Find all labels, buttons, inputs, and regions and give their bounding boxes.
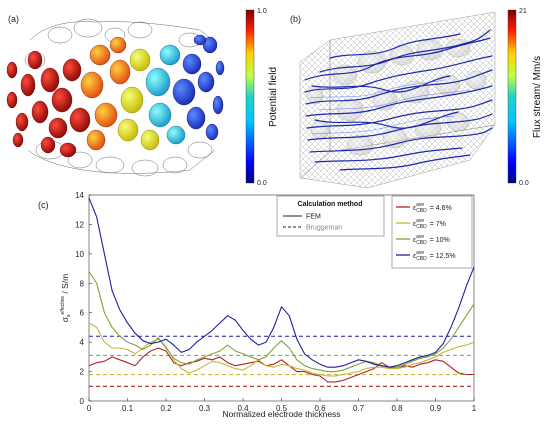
flux-stream-render [299,11,496,189]
x-tick-label: 1 [472,404,477,413]
flux-colorbar [507,9,517,184]
x-tick-label: 0.8 [391,404,403,413]
y-axis-title-sup: effective [60,296,66,315]
y-tick-label: 12 [75,220,84,229]
series-label-green: εave CBD = 10% [413,234,450,246]
y-axis-title-sub: s [66,314,72,317]
y-tick-label: 8 [80,279,85,288]
flux-colorbar-min: 0.0 [519,180,529,187]
series-label-blue: εave CBD = 12.5% [413,250,456,262]
potential-colorbar [245,9,255,184]
series-legend: εave CBD = 4.6% εave CBD = 7% εave CBD = 10% ε… [391,195,473,269]
high-potential-particles [6,50,91,158]
series-legend-box [391,195,473,269]
fem-lines [88,197,475,383]
panel-b-label: (b) [290,14,301,24]
potential-colorbar-min: 0.0 [257,180,267,187]
low-potential-particles [172,34,225,141]
y-tick-label: 2 [80,368,85,377]
x-tick-label: 0.5 [276,404,288,413]
series-label-red: εave CBD = 4.6% [413,202,452,214]
potential-colorbar-max: 1.0 [257,8,267,15]
y-tick-label: 4 [80,338,85,347]
fem-series-yellow [88,322,475,377]
y-tick-label: 10 [75,250,84,259]
conductivity-chart: 0 0.1 0.2 0.3 0.4 0.5 0.6 0.7 0.8 0.9 102468101214… [60,191,477,419]
x-tick-label: 0.1 [122,404,134,413]
series-label-yellow: εave CBD = 7% [413,218,446,230]
mid-potential-particles [117,48,160,151]
method-legend: Calculation method FEM Bruggeman [276,195,385,237]
x-tick-label: 0.3 [199,404,211,413]
y-tick-label: 14 [75,191,84,200]
y-axis-title: σseffective / S/m [60,274,72,322]
panel-a: (a) [6,8,279,187]
y-axis-title-unit: / S/m [60,274,70,296]
panel-c-label: (c) [38,200,49,210]
method-bruggeman-label: Bruggeman [306,225,342,232]
y-tick-label: 6 [80,309,85,318]
y-axis-title-symbol: σ [60,316,70,322]
panel-c: (c) 0 0.1 0.2 0.3 0.4 0.5 0.6 0.7 0.8 0.9 10246810… [38,191,477,419]
x-tick-label: 0.7 [353,404,365,413]
x-axis-title: Normalized electrode thickness [222,409,340,419]
bruggeman-lines [89,335,474,387]
panel-b: (b) [290,8,543,189]
fem-series-blue [88,197,475,368]
flux-colorbar-max: 21 [519,8,527,15]
mid-high-potential-particles [80,36,131,151]
x-tick-label: 0.2 [160,404,172,413]
panel-a-label: (a) [8,14,19,24]
x-tick-label: 0 [87,404,92,413]
potential-colorbar-title: Potential field [268,67,279,127]
fem-series-red [88,347,474,383]
flux-streamlines-light [309,79,471,135]
method-legend-title: Calculation method [298,201,363,208]
y-tick-label: 0 [80,397,85,406]
flux-colorbar-title: Flux stream/ Mm/s [532,56,543,138]
x-tick-label: 0.9 [430,404,442,413]
flux-streamlines [304,29,493,171]
method-fem-label: FEM [306,214,321,221]
potential-field-render [6,18,225,177]
x-tick-label: 0.6 [314,404,326,413]
mid-low-potential-particles [145,44,186,145]
x-tick-label: 0.4 [237,404,249,413]
fem-series-green [88,271,475,373]
